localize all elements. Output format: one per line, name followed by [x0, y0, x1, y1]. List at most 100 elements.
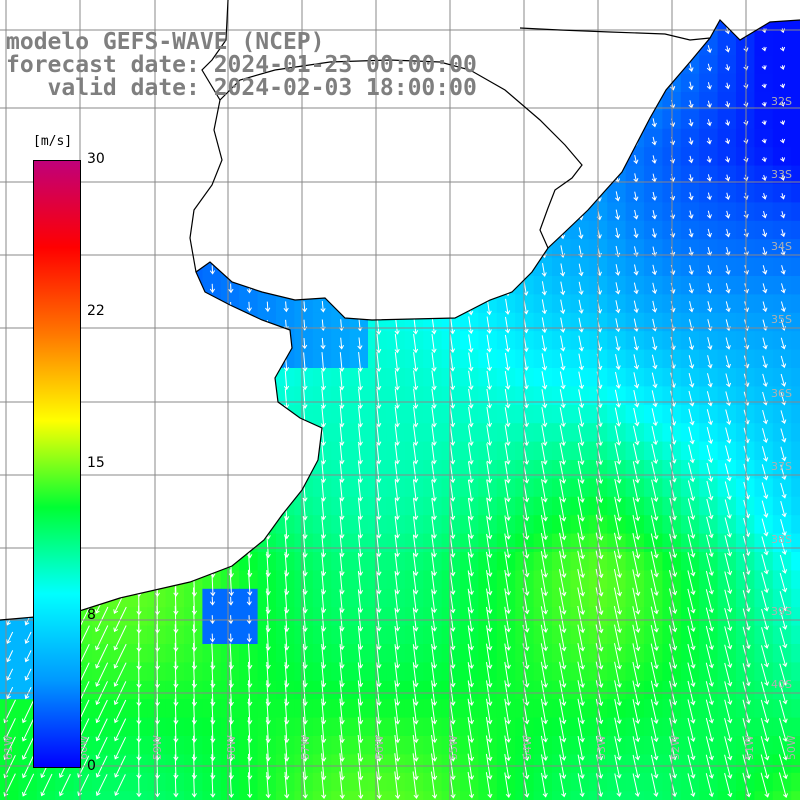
wind-speed-cell	[220, 533, 240, 553]
wind-vector-arrow	[559, 208, 566, 221]
wind-speed-cell	[607, 110, 627, 130]
wind-vector-arrow	[210, 735, 216, 762]
wind-vector-arrow	[338, 300, 345, 313]
wind-vector-arrow	[724, 463, 732, 482]
wind-vector-arrow	[154, 118, 160, 127]
wind-speed-cell	[202, 478, 222, 498]
wind-vector-arrow	[559, 773, 567, 798]
wind-vector-arrow	[449, 370, 456, 391]
wind-vector-arrow	[394, 261, 400, 279]
wind-speed-cell	[110, 202, 130, 222]
wind-vector-arrow	[7, 479, 13, 503]
wind-speed-cell	[165, 184, 185, 203]
wind-vector-arrow	[394, 425, 400, 446]
wind-vector-arrow	[724, 626, 733, 650]
wind-vector-arrow	[376, 425, 382, 446]
wind-speed-cell	[73, 110, 93, 130]
wind-vector-arrow	[449, 279, 455, 297]
wind-speed-cell	[423, 184, 443, 203]
wind-vector-arrow	[154, 550, 161, 579]
wind-speed-cell	[110, 570, 130, 590]
wind-vector-arrow	[246, 370, 253, 391]
wind-vector-arrow	[431, 334, 437, 354]
wind-speed-cell	[110, 386, 130, 406]
wind-vector-arrow	[468, 334, 474, 353]
wind-speed-cell	[37, 0, 56, 19]
wind-vector-arrow	[136, 424, 142, 447]
wind-speed-cell	[0, 257, 19, 277]
wind-speed-cell	[110, 533, 130, 553]
wind-speed-cell	[0, 147, 19, 167]
wind-vector-arrow	[467, 717, 475, 743]
wind-vector-arrow	[376, 771, 382, 800]
wind-vector-arrow	[80, 514, 87, 541]
wind-vector-arrow	[431, 516, 437, 539]
longitude-label: 58W	[225, 735, 238, 760]
wind-vector-arrow	[760, 717, 770, 742]
wind-speed-cell	[791, 73, 800, 93]
wind-vector-arrow	[191, 339, 197, 349]
wind-vector-arrow	[25, 193, 32, 200]
wind-vector-arrow	[559, 389, 566, 409]
wind-vector-arrow	[228, 461, 234, 484]
wind-vector-arrow	[209, 228, 216, 238]
wind-vector-arrow	[136, 192, 142, 201]
wind-speed-cell	[239, 533, 259, 553]
wind-vector-arrow	[688, 81, 694, 91]
wind-speed-cell	[331, 202, 351, 222]
wind-vector-arrow	[173, 698, 179, 725]
wind-vector-arrow	[412, 135, 418, 147]
wind-speed-cell	[92, 184, 111, 203]
wind-speed-cell	[791, 165, 800, 185]
wind-speed-cell	[128, 294, 148, 314]
wind-speed-cell	[110, 184, 130, 203]
wind-vector-arrow	[725, 337, 731, 350]
wind-vector-arrow	[265, 117, 271, 129]
wind-vector-arrow	[283, 264, 289, 276]
wind-vector-arrow	[780, 500, 787, 518]
wind-vector-arrow	[155, 8, 159, 15]
wind-vector-arrow	[25, 322, 32, 328]
wind-speed-cell	[312, 128, 332, 148]
wind-vector-arrow	[725, 265, 731, 275]
coastline-outline	[519, 27, 711, 41]
wind-speed-cell	[404, 20, 424, 38]
wind-vector-arrow	[779, 572, 788, 593]
wind-speed-cell	[202, 312, 222, 332]
wind-speed-cell	[791, 717, 800, 737]
wind-vector-arrow	[99, 407, 105, 428]
wind-vector-arrow	[504, 62, 510, 73]
wind-speed-cell	[165, 552, 185, 571]
wind-vector-arrow	[706, 45, 712, 54]
wind-vector-arrow	[577, 496, 585, 522]
wind-speed-cell	[55, 110, 75, 130]
wind-vector-arrow	[559, 407, 566, 428]
wind-speed-cell	[423, 202, 443, 222]
wind-speed-cell	[442, 0, 461, 19]
wind-vector-arrow	[7, 230, 13, 236]
wind-vector-arrow	[376, 589, 382, 613]
wind-vector-arrow	[651, 479, 659, 502]
wind-vector-arrow	[724, 662, 733, 687]
wind-vector-arrow	[559, 717, 567, 743]
wind-vector-arrow	[358, 6, 362, 17]
wind-vector-arrow	[172, 192, 179, 201]
wind-vector-arrow	[779, 120, 786, 126]
wind-speed-cell	[0, 441, 19, 461]
wind-vector-arrow	[394, 716, 401, 744]
wind-vector-arrow	[357, 153, 363, 166]
wind-vector-arrow	[632, 514, 641, 541]
wind-vector-arrow	[615, 43, 621, 56]
wind-vector-arrow	[560, 317, 566, 333]
wind-vector-arrow	[504, 772, 511, 798]
wind-speed-cell	[791, 349, 800, 369]
wind-vector-arrow	[209, 633, 216, 643]
wind-vector-arrow	[577, 532, 585, 560]
wind-vector-arrow	[99, 266, 105, 274]
wind-vector-arrow	[394, 225, 400, 242]
wind-vector-arrow	[724, 607, 733, 632]
wind-vector-arrow	[449, 352, 456, 372]
wind-vector-arrow	[542, 7, 546, 18]
wind-speed-cell	[478, 147, 498, 167]
wind-vector-arrow	[95, 736, 108, 760]
